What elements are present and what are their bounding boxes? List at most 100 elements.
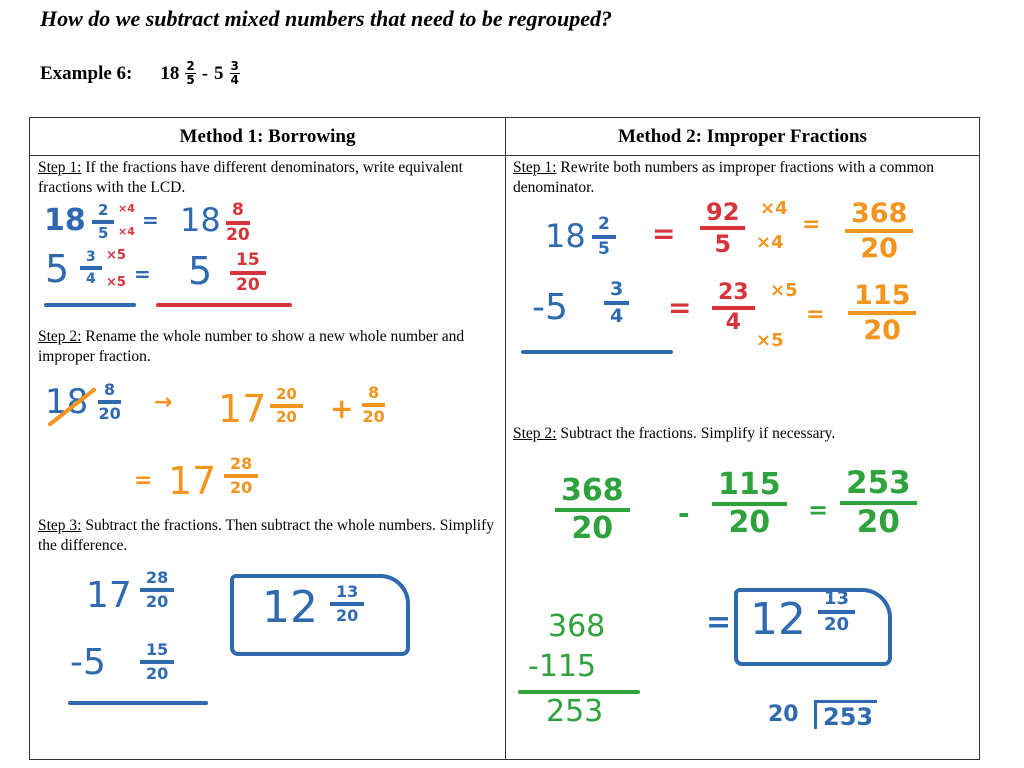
m2-r2-equals2: = [806, 302, 825, 327]
m2-r2-whole: -5 [532, 287, 568, 328]
m2-r2-lcd-fraction: 115 20 [848, 282, 917, 346]
m1-r2-mult-bot: ×5 [106, 275, 126, 290]
m1-r1-fraction2: 8 20 [226, 202, 250, 244]
m1-s2-fraction-b: 8 20 [362, 385, 386, 426]
numerator: 115 [712, 470, 787, 506]
numerator: 13 [818, 590, 856, 614]
numerator: 23 [712, 282, 755, 310]
numerator: 8 [362, 385, 386, 407]
denominator: 20 [860, 233, 898, 264]
step-label: Step 1: [513, 159, 557, 176]
m2-div-dividend: 253 [814, 700, 878, 729]
m1-r2-whole2: 5 [188, 249, 213, 293]
numerator: 28 [224, 456, 259, 478]
denominator: 20 [856, 504, 900, 540]
m1-answer-box [230, 574, 410, 656]
denominator: 4 [610, 305, 624, 327]
numerator: 13 [330, 584, 365, 606]
m2-col-line [518, 690, 640, 694]
numerator: 2 [185, 59, 196, 74]
example-whole-b: 5 [214, 62, 224, 84]
m1-s2-whole-crossed: 18 [45, 382, 89, 422]
m1-s3-fraction1: 28 20 [140, 570, 175, 611]
m1-s2-fraction: 8 20 [98, 382, 122, 423]
m2-ans-equals: = [706, 605, 732, 640]
example-operator: - [201, 62, 209, 84]
m2-r1-mult-top: ×4 [760, 198, 788, 219]
numerator: 368 [845, 200, 914, 233]
example-label: Example 6: [40, 62, 133, 84]
numerator: 253 [840, 468, 917, 505]
denominator: 20 [863, 315, 901, 346]
numerator: 3 [604, 280, 630, 305]
m2-sub-fraction2: 115 20 [712, 470, 787, 538]
denominator: 20 [336, 606, 359, 625]
step-text: If the fractions have different denomina… [38, 159, 463, 196]
method1-step3: Step 3: Subtract the fractions. Then sub… [38, 516, 498, 556]
step-label: Step 3: [38, 517, 82, 534]
m1-s3-whole2: -5 [70, 642, 106, 683]
m1-r1-whole2: 18 [180, 201, 221, 239]
denominator: 20 [146, 592, 169, 611]
page-title: How do we subtract mixed numbers that ne… [40, 6, 613, 31]
step-label: Step 1: [38, 159, 82, 176]
m2-answer-box [734, 588, 892, 666]
m2-r1-equals2: = [802, 212, 821, 237]
m2-underline [521, 350, 673, 354]
numerator: 8 [226, 202, 250, 225]
denominator: 5 [598, 239, 610, 259]
m1-s2-plus: + [330, 392, 354, 425]
method1-step2: Step 2: Rename the whole number to show … [38, 327, 498, 367]
m1-answer-whole: 12 [262, 582, 318, 633]
methods-table: Method 1: Borrowing Method 2: Improper Fr… [29, 117, 980, 760]
m1-s2-new-whole: 17 [218, 387, 267, 431]
numerator: 115 [848, 282, 917, 315]
m1-s2-result-whole: 17 [168, 459, 217, 503]
m1-r1-whole: 18 [44, 203, 86, 238]
m2-r1-improper: 92 5 [700, 200, 746, 256]
denominator: 20 [824, 614, 850, 635]
denominator: 20 [98, 404, 121, 423]
m2-div-divisor: 20 [768, 702, 799, 727]
m2-answer-whole: 12 [750, 594, 806, 645]
m1-r1-mult-top: ×4 [118, 202, 135, 215]
step-text: Rename the whole number to show a new wh… [38, 328, 465, 365]
m1-s3-whole1: 17 [86, 575, 132, 616]
m1-s2-result-fraction: 28 20 [224, 456, 259, 497]
m1-r2-equals: = [134, 262, 151, 286]
m1-s3-fraction2: 15 20 [140, 642, 175, 683]
m2-r2-equals: = [668, 291, 692, 324]
method1-header: Method 1: Borrowing [29, 117, 506, 156]
m2-sub-equals: = [808, 496, 829, 524]
numerator: 2 [592, 216, 616, 239]
step-text: Subtract the fractions. Simplify if nece… [556, 425, 836, 442]
numerator: 8 [98, 382, 122, 404]
numerator: 2 [92, 203, 115, 224]
m2-r2-mult-bot: ×5 [756, 330, 784, 351]
denominator: 20 [146, 664, 169, 683]
numerator: 3 [80, 250, 102, 270]
denominator: 20 [276, 408, 297, 426]
denominator: 20 [362, 407, 385, 426]
m1-r2-mult-top: ×5 [106, 248, 126, 263]
denominator: 20 [230, 478, 253, 497]
numerator: 28 [140, 570, 175, 592]
arrow-icon: → [154, 390, 173, 415]
step-text: Subtract the fractions. Then subtract th… [38, 517, 495, 554]
denominator: 4 [230, 73, 239, 87]
m1-r1-mult-bot: ×4 [118, 225, 135, 238]
denominator: 20 [728, 505, 771, 540]
denominator: 4 [725, 310, 741, 335]
example-whole-a: 18 [160, 62, 180, 84]
m1-r2-fraction2: 15 20 [230, 252, 266, 294]
method2-step2: Step 2: Subtract the fractions. Simplify… [513, 424, 973, 444]
m1-r2-whole: 5 [45, 247, 70, 291]
m2-answer-fraction: 13 20 [818, 590, 856, 635]
m2-col-mid: -115 [528, 649, 597, 684]
m1-answer-fraction: 13 20 [330, 584, 365, 625]
m2-r2-mult-top: ×5 [770, 280, 798, 301]
